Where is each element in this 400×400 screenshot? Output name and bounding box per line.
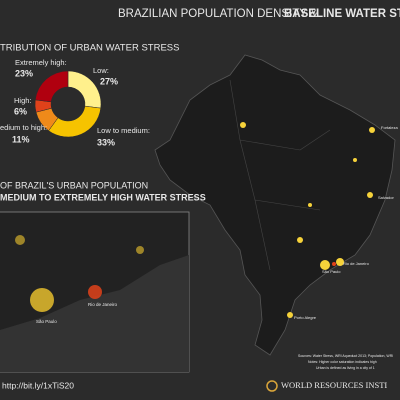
inset-city-glow [30, 288, 54, 312]
title: BRAZILIAN POPULATION DENSITY & [118, 8, 318, 20]
city-label: Salvador [378, 195, 394, 200]
city-label: Fortaleza [381, 125, 398, 130]
inset-city-glow [88, 285, 102, 299]
city-glow [336, 258, 344, 266]
city-glow [240, 122, 246, 128]
donut-slice [34, 70, 69, 103]
inset-city-label: Rio de Janeiro [88, 302, 118, 307]
city-label: Rio de Janeiro [343, 261, 370, 266]
city-glows [240, 122, 375, 318]
city-glow [308, 203, 312, 207]
source-note: Urban is defined as living in a city of … [316, 366, 375, 370]
city-label: São Paulo [322, 269, 341, 274]
inset-heading: OF BRAZIL'S URBAN POPULATION [0, 180, 148, 190]
slice-label: Extremely high: [15, 58, 67, 67]
footer-link[interactable]: http://bit.ly/1xTiS20 [2, 380, 74, 390]
city-hotspot [332, 262, 336, 266]
source-note: Notes: Higher color saturation indicates… [308, 360, 377, 364]
inset-heading-bold: MEDIUM TO EXTREMELY HIGH WATER STRESS [0, 192, 206, 202]
city-glow [367, 192, 373, 198]
city-glow [297, 237, 303, 243]
city-glow [320, 260, 330, 270]
city-glow [369, 127, 375, 133]
donut-title: TRIBUTION OF URBAN WATER STRESS [0, 43, 179, 54]
title-bold: BASELINE WATER STRE [284, 8, 400, 20]
slice-value: 23% [15, 68, 33, 78]
brazil-map [154, 54, 396, 356]
slice-value: 27% [100, 76, 118, 86]
slice-value: 6% [14, 106, 27, 116]
city-label: Porto Alegre [294, 315, 317, 320]
wri-logo [266, 380, 278, 392]
city-glow [287, 312, 293, 318]
slice-value: 33% [97, 137, 115, 147]
slice-label: edium to high: [0, 123, 47, 132]
slice-label: High: [14, 96, 32, 105]
inset-ocean [0, 255, 189, 372]
inset-city-glow [136, 246, 144, 254]
slice-value: 11% [12, 134, 30, 144]
slice-label: Low to medium: [97, 126, 150, 135]
slice-label: Low: [93, 66, 109, 75]
source-note: Sources: Water Stress, WRI Aqueduct 2013… [298, 354, 393, 358]
city-glow [353, 158, 357, 162]
inset-city-glow [15, 235, 25, 245]
state-borders [229, 79, 331, 271]
footer-org: WORLD RESOURCES INSTI [281, 380, 387, 390]
inset-city-label: São Paulo [36, 319, 57, 324]
